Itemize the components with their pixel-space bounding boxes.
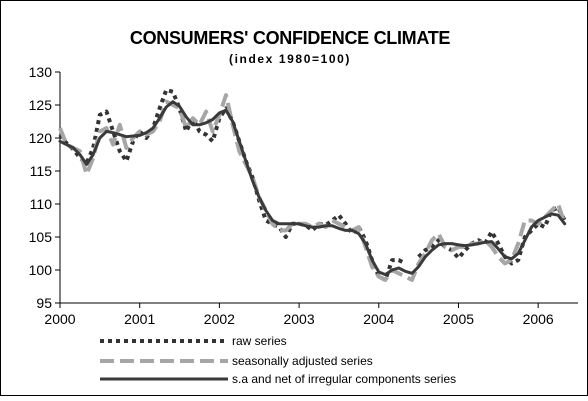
series-layer (58, 87, 567, 282)
x-tick-label: 2004 (363, 311, 394, 327)
legend-label-1: raw series (232, 334, 287, 348)
x-tick-label: 2001 (124, 311, 155, 327)
chart-title: CONSUMERS' CONFIDENCE CLIMATE (130, 28, 451, 48)
y-tick-label: 120 (29, 130, 53, 146)
series-line-3 (58, 100, 567, 277)
y-tick-label: 125 (29, 97, 53, 113)
y-tick-label: 105 (29, 229, 53, 245)
y-tick-label: 95 (36, 295, 52, 311)
x-tick-label: 2003 (283, 311, 314, 327)
y-tick-label: 100 (29, 262, 53, 278)
x-tick-label: 2000 (44, 311, 75, 327)
x-tick-label: 2006 (523, 311, 554, 327)
x-tick-label: 2002 (204, 311, 235, 327)
legend-label-2: seasonally adjusted series (232, 354, 373, 368)
legend-label-3: s.a and net of irregular components seri… (232, 372, 456, 386)
y-tick-label: 115 (30, 163, 53, 179)
legend: raw series seasonally adjusted series s.a … (100, 334, 456, 386)
y-tick-label: 130 (29, 64, 53, 80)
axes: 95 100 105 110 115 120 125 130 2000 2001 2002 2003 2… (29, 64, 578, 327)
x-tick-label: 2005 (443, 311, 474, 327)
y-tick-label: 110 (30, 196, 53, 212)
chart-subtitle: (index 1980=100) (229, 52, 351, 66)
